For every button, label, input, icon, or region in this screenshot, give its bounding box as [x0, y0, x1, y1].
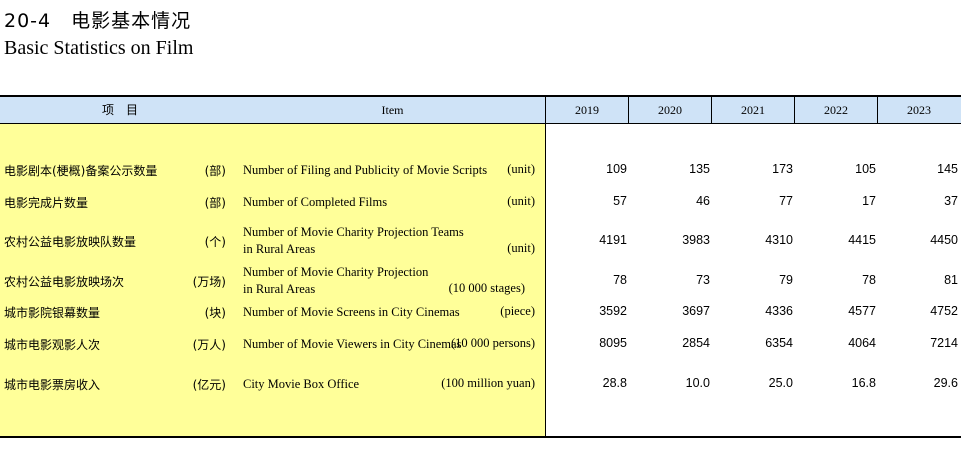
row-label-en: Number of Movie Charity Projection Teams: [243, 225, 464, 239]
row-label-cn: 城市影院银幕数量: [4, 306, 101, 320]
header-item-en: Item: [381, 103, 404, 117]
row-label-en: City Movie Box Office: [243, 377, 360, 391]
value-cell-2019: 57: [613, 194, 627, 208]
value-cell-2023: 37: [944, 194, 958, 208]
value-cell-2023: 4752: [930, 304, 958, 318]
row-label-en: in Rural Areas: [243, 242, 316, 256]
value-cell-2019: 78: [613, 273, 627, 287]
table-header: 项 目 Item 2019 2020 2021 2022 2023: [0, 95, 961, 124]
row-unit-en: (unit): [507, 162, 535, 176]
value-cell-2021: 79: [779, 273, 793, 287]
table-row: 农村公益电影放映场次 (万场) Number of Movie Charity Pr…: [0, 264, 961, 298]
value-cell-2019: 4191: [599, 233, 627, 247]
row-unit-cn: (个): [204, 235, 226, 249]
row-unit-cn: (亿元): [192, 378, 226, 392]
item-column-background: [0, 124, 545, 436]
value-cell-2023: 81: [944, 273, 958, 287]
value-cell-2022: 4064: [848, 336, 876, 350]
row-label-en: Number of Completed Films: [243, 195, 388, 209]
value-cell-2023: 4450: [930, 233, 958, 247]
table-body: 电影剧本(梗概)备案公示数量 (部) Number of Filing and Pu…: [0, 124, 961, 438]
row-unit-en: (piece): [500, 304, 535, 318]
header-year-2022: 2022: [824, 103, 848, 117]
row-unit-en: (unit): [507, 194, 535, 208]
row-label-en: Number of Movie Screens in City Cinemas: [243, 305, 460, 319]
row-label-cn: 农村公益电影放映场次: [4, 275, 125, 289]
header-year-2020: 2020: [658, 103, 682, 117]
header-year-2019: 2019: [575, 103, 599, 117]
row-unit-en: (unit): [507, 241, 535, 255]
row-unit-cn: (万场): [192, 275, 226, 289]
row-unit-en: (10 000 stages): [448, 281, 525, 295]
value-cell-2022: 17: [862, 194, 876, 208]
value-cell-2022: 4577: [848, 304, 876, 318]
value-cell-2020: 73: [696, 273, 710, 287]
value-cell-2020: 3697: [682, 304, 710, 318]
row-label-cn: 农村公益电影放映队数量: [4, 235, 137, 249]
value-cell-2021: 25.0: [768, 376, 793, 390]
value-cell-2021: 77: [779, 194, 793, 208]
value-cell-2022: 78: [862, 273, 876, 287]
row-label-en: in Rural Areas: [243, 282, 316, 296]
row-label-en: Number of Movie Viewers in City Cinemas: [243, 337, 462, 351]
row-label-cn: 电影完成片数量: [4, 196, 89, 210]
row-label-cn: 城市电影观影人次: [4, 338, 101, 352]
value-cell-2022: 16.8: [851, 376, 876, 390]
table-row: 电影完成片数量 (部) Number of Completed Films (unit…: [0, 194, 961, 228]
value-cell-2020: 135: [689, 162, 710, 176]
table-row: 电影剧本(梗概)备案公示数量 (部) Number of Filing and Pu…: [0, 162, 961, 196]
value-cell-2022: 4415: [848, 233, 876, 247]
row-label-en: Number of Filing and Publicity of Movie …: [243, 163, 488, 177]
row-unit-en: (10 000 persons): [450, 336, 535, 350]
value-cell-2021: 6354: [765, 336, 793, 350]
value-cell-2020: 3983: [682, 233, 710, 247]
row-label-en: Number of Movie Charity Projection: [243, 265, 429, 279]
value-cell-2023: 7214: [930, 336, 958, 350]
value-cell-2020: 10.0: [685, 376, 710, 390]
row-unit-cn: (万人): [192, 338, 226, 352]
statistics-table: 项 目 Item 2019 2020 2021 2022 2023 电影剧本(梗…: [0, 95, 961, 438]
value-cell-2023: 145: [937, 162, 958, 176]
value-cell-2023: 29.6: [933, 376, 958, 390]
table-row: 农村公益电影放映队数量 (个) Number of Movie Charity Pr…: [0, 224, 961, 258]
row-label-cn: 城市电影票房收入: [4, 378, 101, 392]
row-unit-cn: (部): [204, 196, 226, 210]
row-unit-en: (100 million yuan): [441, 376, 535, 390]
page-title-cn: 20-4 电影基本情况: [4, 10, 192, 32]
value-cell-2020: 2854: [682, 336, 710, 350]
header-item-cn: 项 目: [101, 103, 138, 117]
page-title-en: Basic Statistics on Film: [4, 37, 194, 59]
header-year-2023: 2023: [907, 103, 931, 117]
value-cell-2021: 4336: [765, 304, 793, 318]
row-unit-cn: (部): [204, 164, 226, 178]
table-row: 城市电影观影人次 (万人) Number of Movie Viewers in C…: [0, 336, 961, 370]
value-cell-2019: 8095: [599, 336, 627, 350]
value-cell-2019: 28.8: [602, 376, 627, 390]
value-cell-2021: 173: [772, 162, 793, 176]
value-cell-2019: 109: [606, 162, 627, 176]
header-year-2021: 2021: [741, 103, 765, 117]
value-cell-2020: 46: [696, 194, 710, 208]
table-row: 城市电影票房收入 (亿元) City Movie Box Office (100 mi…: [0, 376, 961, 410]
value-cell-2021: 4310: [765, 233, 793, 247]
row-label-cn: 电影剧本(梗概)备案公示数量: [4, 164, 158, 178]
row-unit-cn: (块): [204, 306, 226, 320]
column-divider: [545, 124, 546, 436]
value-cell-2019: 3592: [599, 304, 627, 318]
value-cell-2022: 105: [855, 162, 876, 176]
table-row: 城市影院银幕数量 (块) Number of Movie Screens in Ci…: [0, 304, 961, 338]
